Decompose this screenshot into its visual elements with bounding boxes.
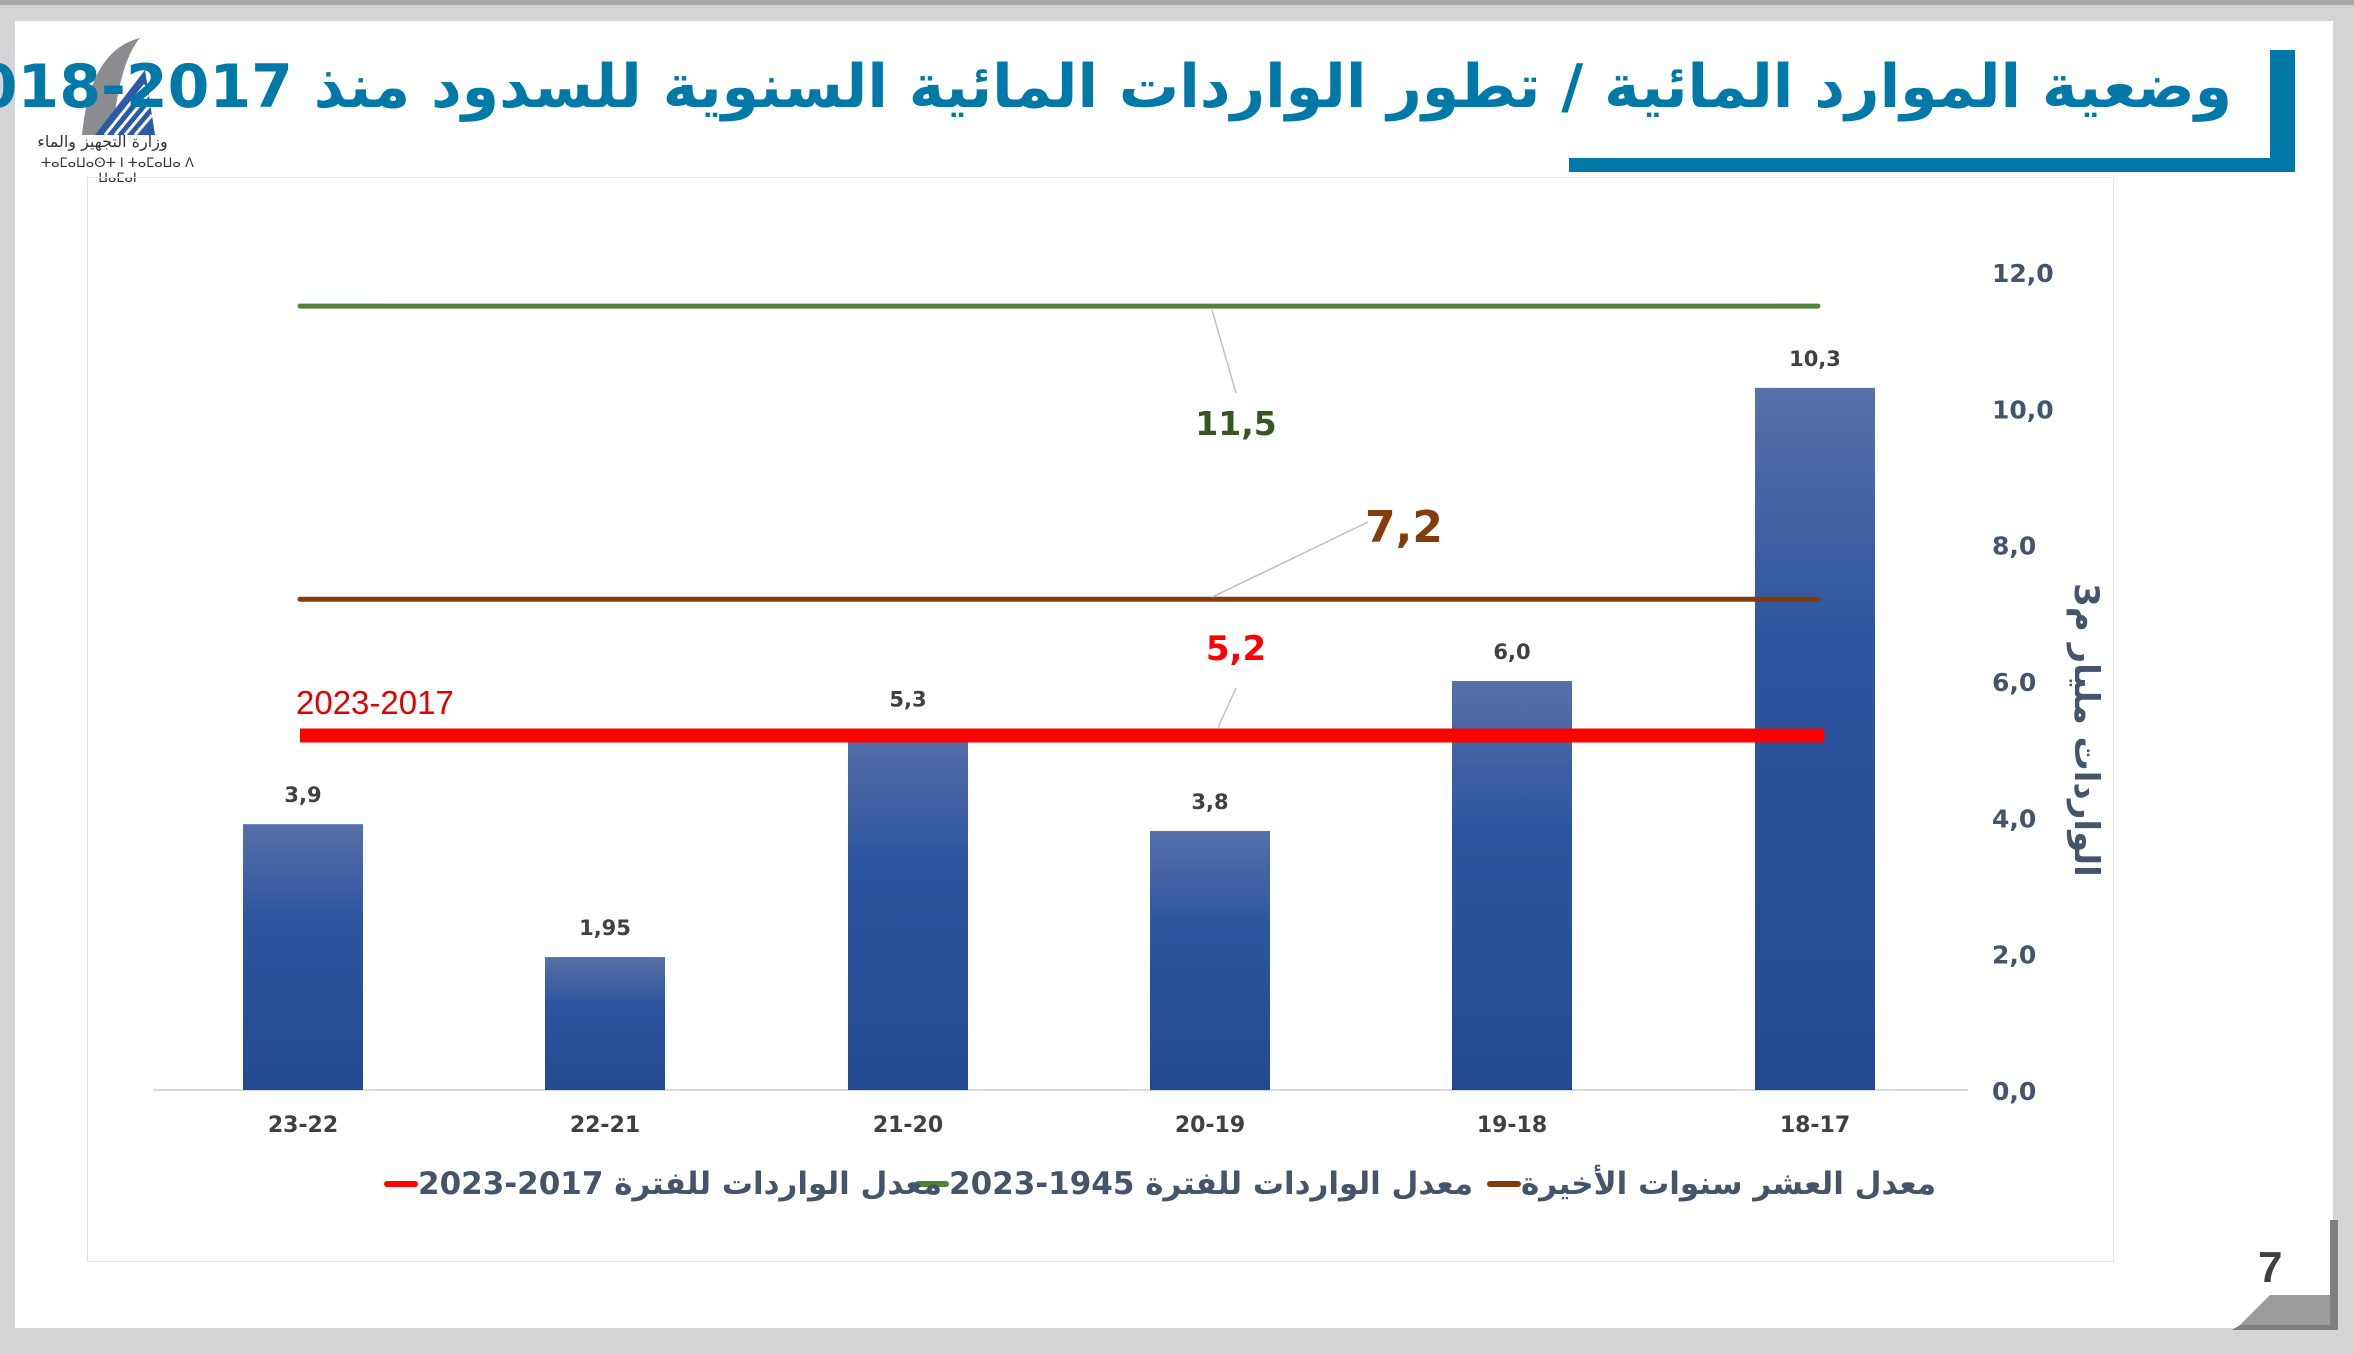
label-period-2017-2023: 2023-2017 [296, 684, 454, 721]
legend-swatch-brown [1487, 1181, 1521, 1187]
page-number: 7 [2258, 1243, 2283, 1292]
legend-label: معدل الواردات للفترة 2017-2023 [418, 1166, 943, 1202]
logo-text-arabic: وزارة التجهيز والماء [37, 132, 168, 151]
bar-19-18 [1452, 681, 1572, 1090]
bar-21-20 [848, 728, 968, 1090]
leader-line-red [1217, 687, 1237, 728]
slide [15, 21, 2333, 1328]
leader-line-brown [1211, 521, 1369, 598]
legend-label: معدل الواردات للفترة 1945-2023 [949, 1166, 1474, 1202]
y-axis-title: الواردات مليار م3 [2066, 583, 2106, 877]
legend-item-ten-year: معدل العشر سنوات الأخيرة [1485, 1166, 1936, 1202]
ministry-logo [82, 38, 155, 136]
legend-swatch-red [384, 1181, 418, 1187]
logo-text-tifinagh: ⵜⴰⵎⴰⵡⴰⵙⵜ ⵏ ⵜⴰⵎⴰⵡⴰ ⴷ ⵡⴰⵎⴰⵏ [41, 156, 194, 186]
y-tick-label: 0,0 [1992, 1077, 2036, 1106]
bar-value-label: 3,9 [284, 783, 321, 807]
label-avg-ten-years: 7,2 [1365, 502, 1443, 553]
legend-item-2017-2023: معدل الواردات للفترة 2017-2023 [382, 1166, 942, 1202]
bar-value-label: 1,95 [579, 916, 631, 940]
label-avg-2017-2023: 5,2 [1206, 629, 1266, 669]
label-avg-1945-2023: 11,5 [1195, 404, 1276, 443]
bar-20-19 [1150, 830, 1270, 1090]
bar-value-label: 5,3 [889, 688, 926, 712]
page-title: وضعية الموارد المائية / تطور الواردات ال… [0, 52, 2232, 122]
bar-value-label: 10,3 [1789, 347, 1841, 371]
y-tick-label: 12,0 [1992, 259, 2054, 288]
y-tick-label: 8,0 [1992, 532, 2036, 561]
title-bracket-vertical [2270, 50, 2295, 172]
legend-label: معدل العشر سنوات الأخيرة [1521, 1166, 1937, 1202]
x-tick-label: 18-17 [1780, 1113, 1850, 1138]
chart-frame [87, 177, 2114, 1262]
y-tick-label: 4,0 [1992, 804, 2036, 833]
bar-value-label: 6,0 [1493, 640, 1530, 664]
legend-swatch-green [915, 1181, 949, 1187]
x-tick-label: 20-19 [1175, 1113, 1245, 1138]
bar-22-21 [545, 957, 665, 1090]
legend-item-1945-2023: معدل الواردات للفترة 1945-2023 [913, 1166, 1473, 1202]
y-tick-label: 6,0 [1992, 668, 2036, 697]
bar-23-22 [243, 824, 363, 1090]
title-bracket-horizontal [1569, 158, 2295, 172]
x-tick-label: 22-21 [570, 1113, 640, 1138]
chart-legend: معدل العشر سنوات الأخيرة معدل الواردات ل… [0, 1166, 2354, 1216]
y-tick-label: 2,0 [1992, 941, 2036, 970]
top-border [0, 0, 2354, 5]
x-tick-label: 21-20 [873, 1113, 943, 1138]
page-corner-decoration [2232, 1220, 2338, 1330]
y-tick-label: 10,0 [1992, 395, 2054, 424]
x-tick-label: 23-22 [268, 1113, 338, 1138]
bar-value-label: 3,8 [1191, 790, 1228, 814]
x-tick-label: 19-18 [1477, 1113, 1547, 1138]
leader-line-green [1211, 309, 1237, 394]
